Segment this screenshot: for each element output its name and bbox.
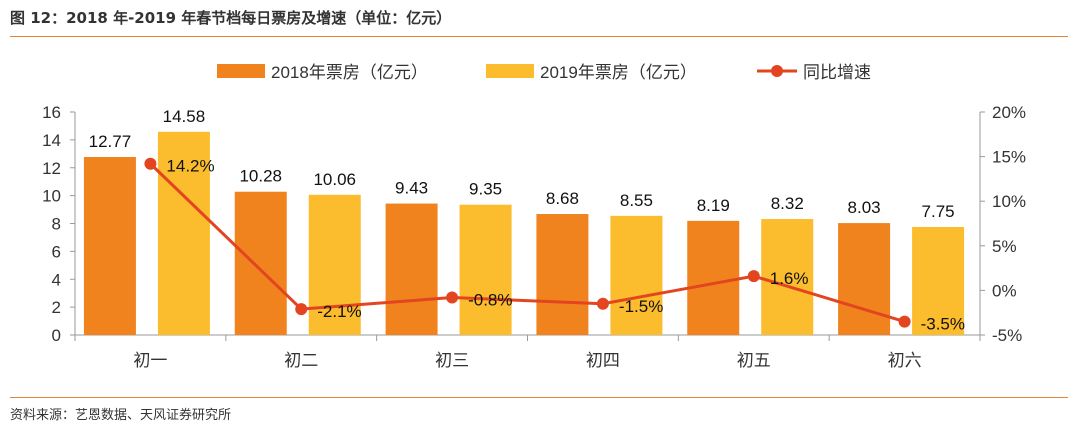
bar-2019 (157, 131, 210, 335)
bar-2019-label: 8.55 (620, 191, 653, 210)
bar-2018 (234, 191, 287, 335)
growth-label: -1.5% (619, 297, 663, 316)
bar-2018-label: 8.03 (848, 198, 881, 217)
y-right-tick-label: 0% (992, 281, 1017, 300)
bar-2018-label: 10.28 (239, 167, 282, 186)
y-right-tick-label: 20% (992, 103, 1026, 122)
x-tick-label: 初三 (435, 351, 469, 370)
legend-marker (771, 65, 783, 77)
growth-line (149, 162, 906, 324)
chart-bars (83, 131, 965, 335)
legend-label: 2019年票房（亿元） (540, 63, 697, 82)
bar-2018 (687, 220, 740, 335)
y-left-tick-label: 14 (42, 131, 61, 150)
growth-point (898, 315, 911, 328)
y-right-tick-label: 10% (992, 192, 1026, 211)
y-left-tick-label: 8 (52, 215, 61, 234)
y-left-tick-label: 10 (42, 187, 61, 206)
growth-label: 14.2% (166, 157, 214, 176)
bar-2019-label: 10.06 (313, 170, 356, 189)
bar-2019 (912, 226, 965, 335)
bar-2018 (83, 157, 136, 335)
bar-2019 (308, 194, 361, 335)
bar-2018 (536, 214, 589, 335)
y-right-tick-label: 5% (992, 237, 1017, 256)
legend-swatch (486, 64, 534, 78)
y-left-tick-label: 16 (42, 103, 61, 122)
growth-label: -2.1% (317, 302, 361, 321)
bar-2019-label: 8.32 (771, 194, 804, 213)
growth-point (144, 157, 157, 170)
title-divider (10, 36, 1068, 37)
figure-title: 图 12：2018 年-2019 年春节档每日票房及增速（单位：亿元） (10, 9, 452, 27)
growth-point (446, 291, 459, 304)
growth-line-series (144, 157, 911, 328)
bar-2019 (459, 204, 512, 335)
bar-2019 (761, 219, 814, 335)
bar-2018 (385, 203, 438, 335)
legend-label: 2018年票房（亿元） (271, 63, 428, 82)
legend-swatch (217, 64, 265, 78)
bar-2019-label: 14.58 (163, 107, 206, 126)
chart-legend: 2018年票房（亿元） 2019年票房（亿元） 同比增速 (217, 63, 871, 82)
source-divider (10, 397, 1068, 398)
legend-label: 同比增速 (803, 63, 871, 82)
bar-2018-label: 8.68 (546, 189, 579, 208)
growth-point (596, 297, 609, 310)
x-tick-label: 初六 (888, 351, 922, 370)
bar-value-labels: 12.77 14.58 10.28 10.06 9.43 9.35 8.68 8.55 8.19… (89, 107, 955, 221)
bar-2018-label: 9.43 (395, 179, 428, 198)
y-left-tick-label: 0 (52, 326, 61, 345)
source-note: 资料来源：艺恩数据、天风证券研究所 (10, 408, 232, 423)
y-right-tick-label: -5% (992, 326, 1022, 345)
growth-point (295, 303, 308, 316)
bar-2019 (610, 215, 663, 335)
x-tick-label: 初二 (284, 351, 318, 370)
growth-label: -0.8% (468, 291, 512, 310)
bar-2018 (838, 223, 891, 335)
bar-2018-label: 8.19 (697, 196, 730, 215)
bar-2019-label: 9.35 (469, 180, 502, 199)
combo-chart: 2018年票房（亿元） 2019年票房（亿元） 同比增速 0 2 4 6 8 10 12 14 16… (42, 63, 1026, 370)
bar-2019-label: 7.75 (922, 202, 955, 221)
y-left-tick-label: 2 (52, 298, 61, 317)
chart-axes: 0 2 4 6 8 10 12 14 16 -5% 0% 5% 10% 15% 20% 初一 初二 初三 初四 初五 初… (42, 103, 1026, 370)
growth-value-labels: 14.2% -2.1% -0.8% -1.5% 1.6% -3.5% (166, 157, 965, 334)
growth-point (747, 270, 760, 283)
x-tick-label: 初一 (133, 351, 167, 370)
x-tick-label: 初五 (737, 351, 771, 370)
y-left-tick-label: 4 (52, 270, 61, 289)
growth-label: -3.5% (921, 315, 965, 334)
y-right-tick-label: 15% (992, 148, 1026, 167)
y-left-tick-label: 12 (42, 159, 61, 178)
bar-2018-label: 12.77 (89, 132, 132, 151)
y-left-tick-label: 6 (52, 242, 61, 261)
growth-label: 1.6% (770, 269, 809, 288)
x-tick-label: 初四 (586, 351, 620, 370)
